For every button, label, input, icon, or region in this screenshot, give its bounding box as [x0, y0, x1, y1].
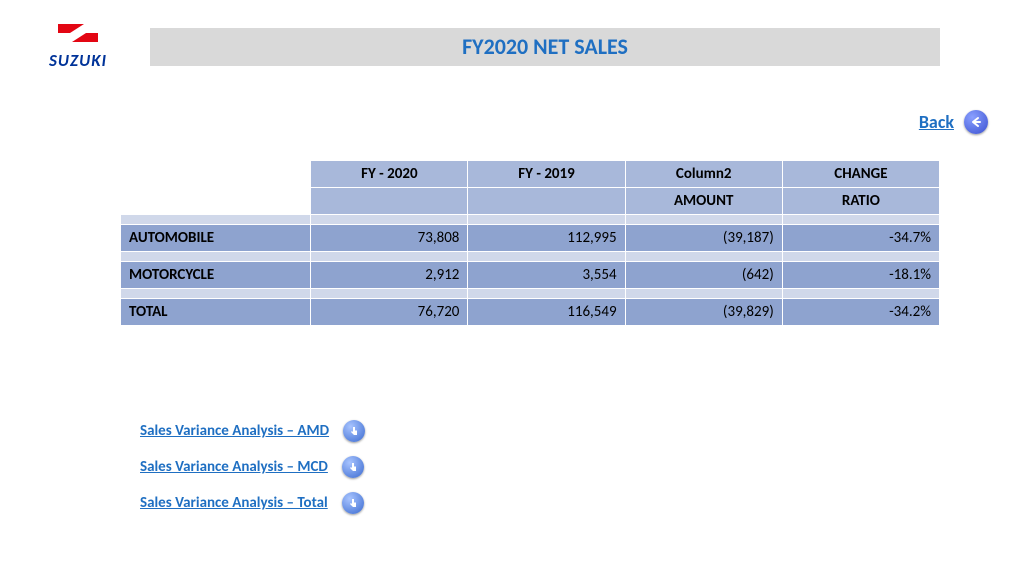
hand-pointer-icon[interactable] [343, 420, 365, 442]
cell-ratio: -18.1% [782, 262, 939, 289]
col-column2: Column2 [625, 161, 782, 188]
row-label: AUTOMOBILE [121, 225, 311, 252]
table-row: TOTAL 76,720 116,549 (39,829) -34.2% [121, 299, 940, 326]
brand-name: SUZUKI [28, 50, 128, 71]
back-nav: Back [919, 110, 988, 134]
page-title: FY2020 NET SALES [150, 28, 940, 66]
cell-ratio: -34.7% [782, 225, 939, 252]
sales-variance-amd-link[interactable]: Sales Variance Analysis – AMD [140, 422, 329, 440]
brand-logo: SUZUKI [28, 18, 128, 71]
hand-pointer-icon[interactable] [342, 492, 364, 514]
cell-amount: (39,829) [625, 299, 782, 326]
cell-fy2020: 73,808 [311, 225, 468, 252]
link-row: Sales Variance Analysis – Total [140, 492, 365, 514]
table-row: AUTOMOBILE 73,808 112,995 (39,187) -34.7… [121, 225, 940, 252]
link-row: Sales Variance Analysis – AMD [140, 420, 365, 442]
col-fy2019: FY - 2019 [468, 161, 625, 188]
table-row: MOTORCYCLE 2,912 3,554 (642) -18.1% [121, 262, 940, 289]
blank-cell [121, 188, 311, 215]
net-sales-table: FY - 2020 FY - 2019 Column2 CHANGE AMOUN… [120, 160, 940, 326]
cell-amount: (39,187) [625, 225, 782, 252]
cell-amount: (642) [625, 262, 782, 289]
row-label: TOTAL [121, 299, 311, 326]
row-label: MOTORCYCLE [121, 262, 311, 289]
cell-fy2020: 76,720 [311, 299, 468, 326]
col-fy2020: FY - 2020 [311, 161, 468, 188]
subcol-blank [468, 188, 625, 215]
cell-fy2019: 3,554 [468, 262, 625, 289]
sales-variance-total-link[interactable]: Sales Variance Analysis – Total [140, 494, 328, 512]
subcol-blank [311, 188, 468, 215]
suzuki-s-icon [56, 18, 100, 48]
back-arrow-icon[interactable] [964, 110, 988, 134]
subcol-ratio: RATIO [782, 188, 939, 215]
subcol-amount: AMOUNT [625, 188, 782, 215]
col-change: CHANGE [782, 161, 939, 188]
hand-pointer-icon[interactable] [342, 456, 364, 478]
cell-ratio: -34.2% [782, 299, 939, 326]
cell-fy2019: 112,995 [468, 225, 625, 252]
link-row: Sales Variance Analysis – MCD [140, 456, 365, 478]
cell-fy2019: 116,549 [468, 299, 625, 326]
cell-fy2020: 2,912 [311, 262, 468, 289]
back-link[interactable]: Back [919, 111, 954, 133]
sales-variance-mcd-link[interactable]: Sales Variance Analysis – MCD [140, 458, 328, 476]
links-section: Sales Variance Analysis – AMD Sales Vari… [140, 420, 365, 514]
blank-cell [121, 161, 311, 188]
